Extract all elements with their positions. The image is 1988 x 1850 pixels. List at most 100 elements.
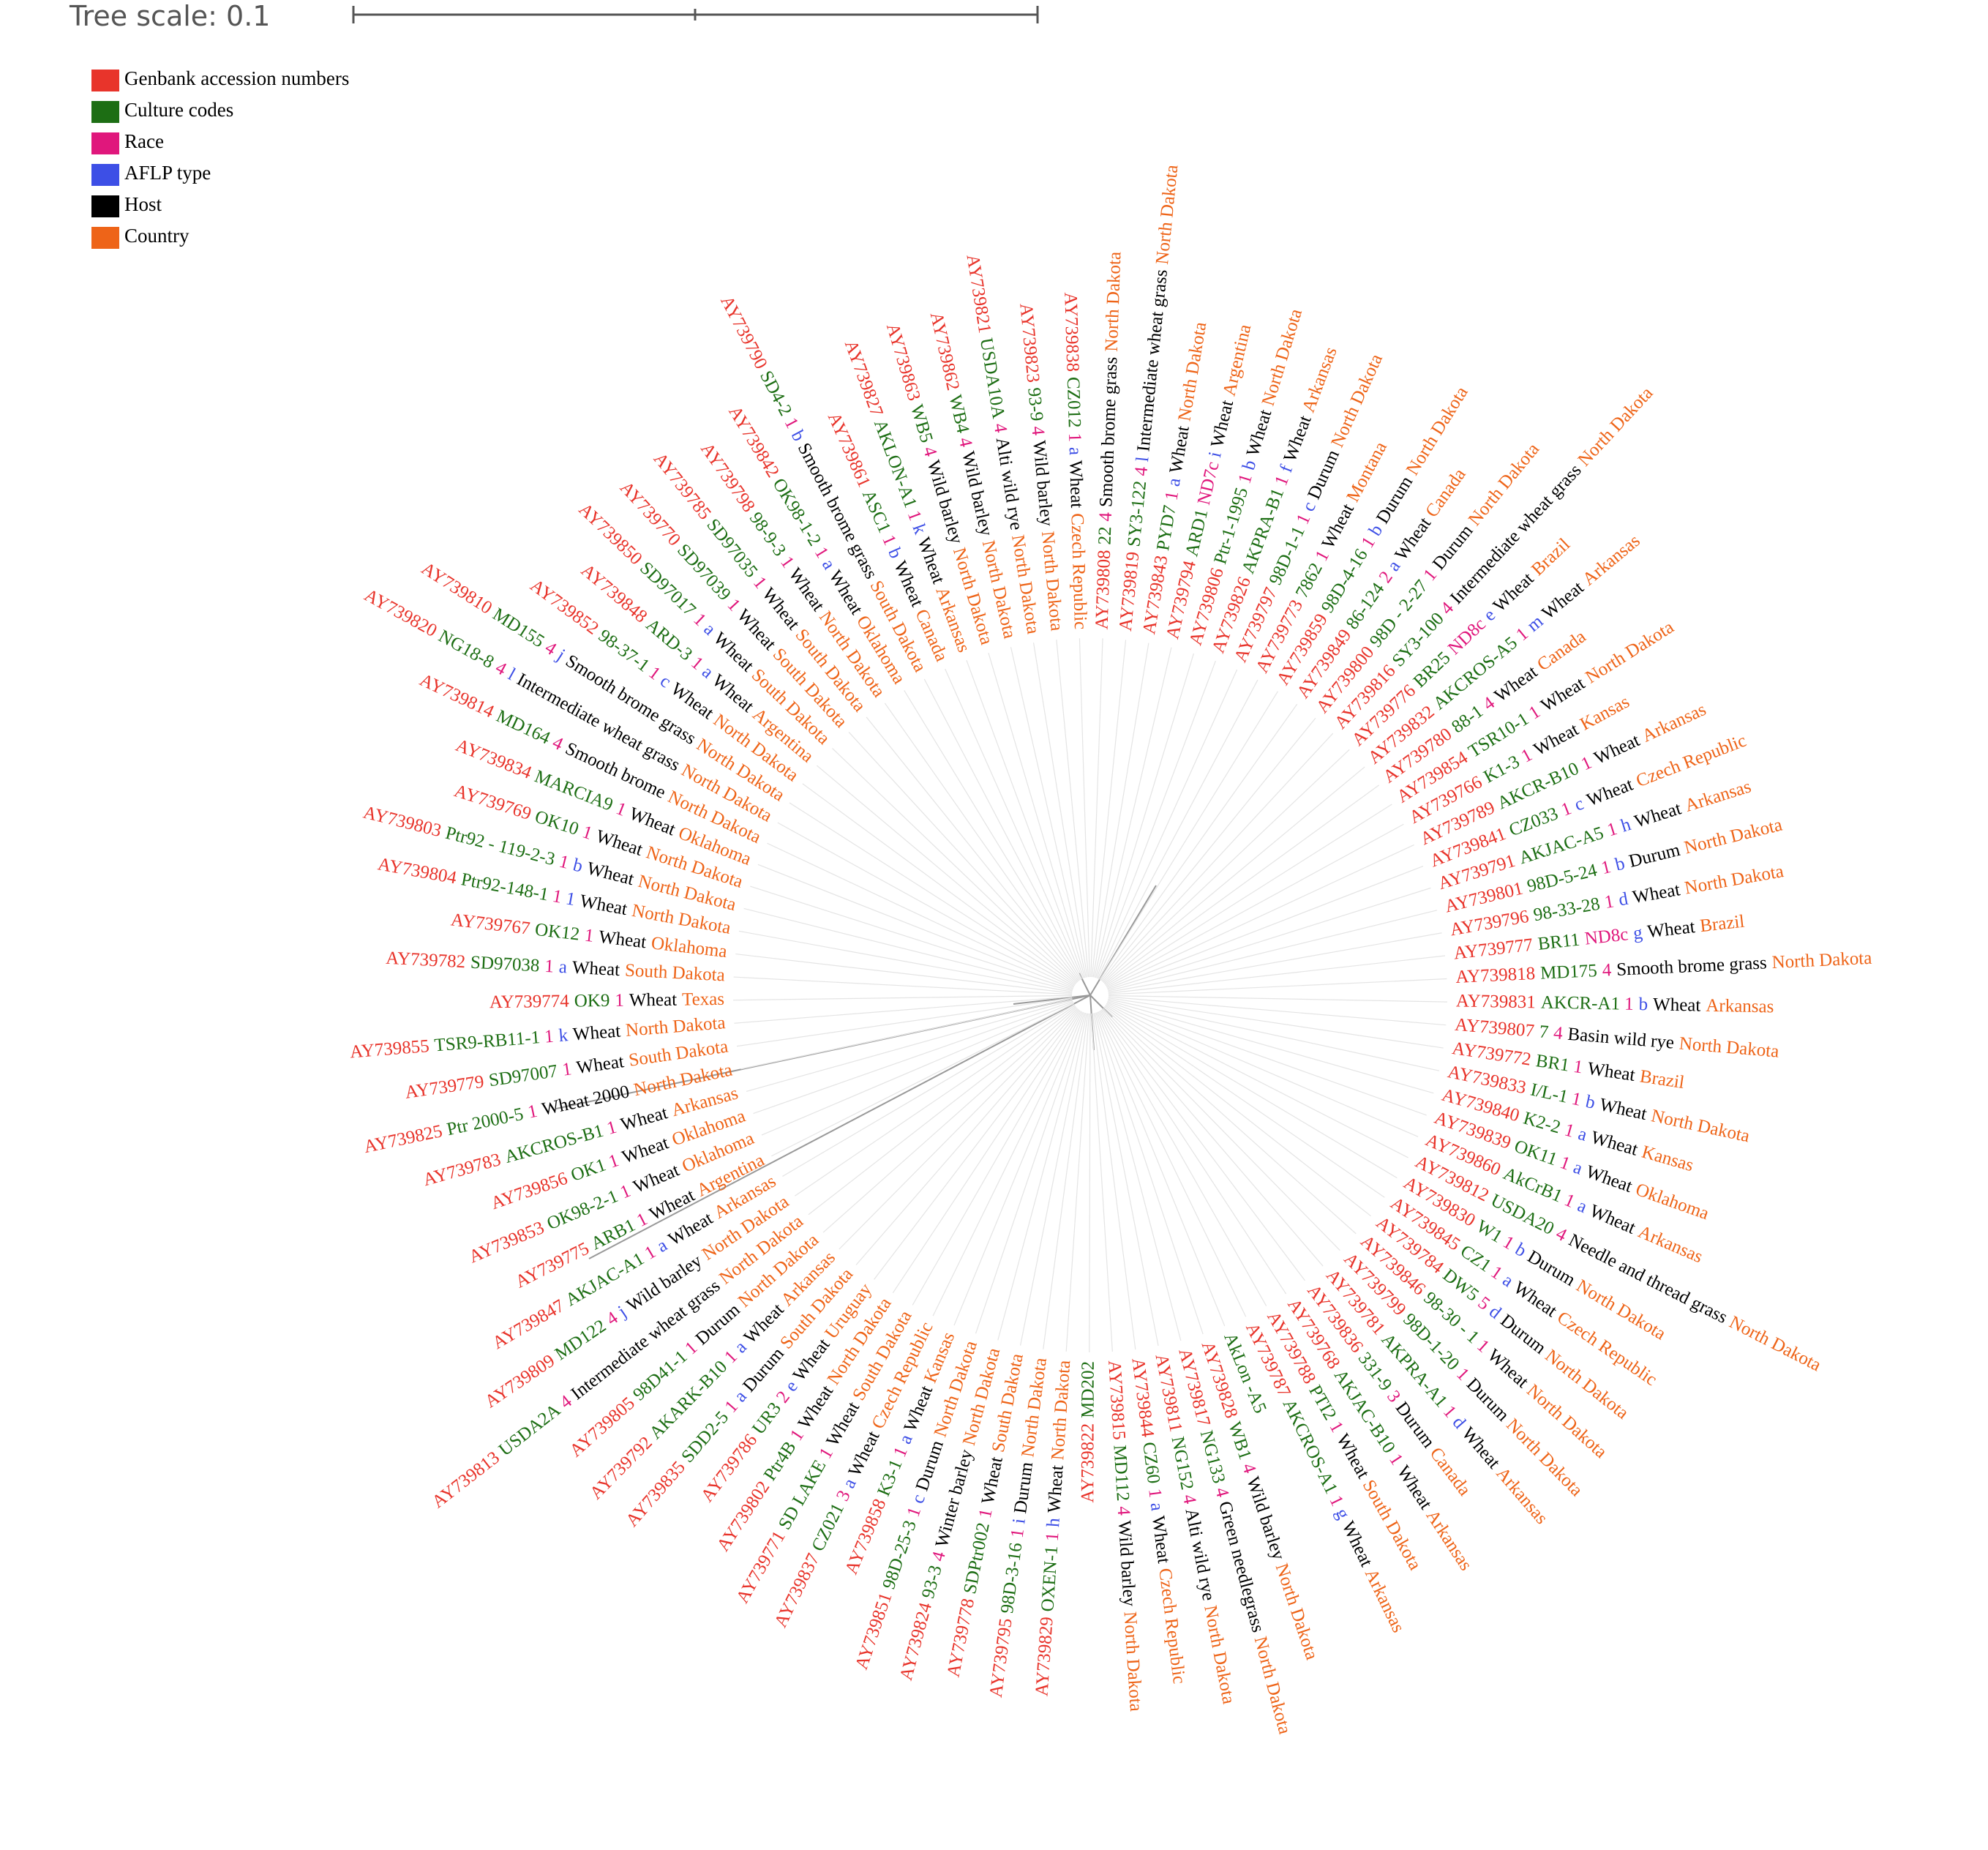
branch-guide: [1098, 679, 1259, 980]
accession: AY739790: [716, 293, 770, 372]
accession: AY739824: [896, 1600, 936, 1683]
accession: AY739822: [1078, 1423, 1098, 1503]
culture-code: Ptr4B: [760, 1438, 800, 1485]
accession: AY739827: [841, 337, 887, 419]
culture-code: NG18-8: [435, 626, 498, 672]
culture-code: SD97038: [470, 952, 540, 975]
branch-guide: [912, 1011, 1082, 1306]
country: Arkansas: [1579, 531, 1644, 589]
culture-code: MD175: [1539, 961, 1597, 984]
branch-guide: [1092, 643, 1149, 978]
aflp-type: d: [1617, 888, 1630, 910]
branch-guide: [817, 765, 1077, 984]
country: North Dakota: [1250, 1634, 1295, 1736]
branch-guide: [1107, 1000, 1434, 1094]
culture-code: WB4: [945, 393, 973, 435]
branch-guide: [1106, 844, 1414, 989]
race: 4: [990, 422, 1011, 435]
country: North Dakota: [1683, 861, 1785, 898]
host: Wheat: [1586, 1058, 1637, 1085]
branch-guide: [932, 1011, 1083, 1317]
host: Wheat: [1338, 1518, 1377, 1570]
branch-guide: [1108, 910, 1438, 992]
race: 1: [1144, 1487, 1165, 1499]
branch-guide: [966, 660, 1084, 978]
culture-code: MD164: [493, 706, 553, 749]
race: 1: [561, 1059, 573, 1080]
branch-guide: [757, 864, 1073, 989]
branch-guide: [1079, 638, 1090, 978]
host: Wheat: [1598, 1095, 1649, 1124]
host: Wheat: [1537, 673, 1588, 716]
branch-guide: [1106, 1004, 1398, 1179]
branch-guide: [1107, 887, 1431, 991]
host: Wheat: [1587, 1201, 1639, 1238]
branches: [555, 638, 1447, 1352]
host: Durum: [1429, 520, 1477, 573]
legend: Genbank accession numbers Culture codes Ra…: [91, 67, 349, 249]
race: 1: [583, 925, 595, 945]
host: Wheat: [1044, 1464, 1067, 1513]
culture-code: 7: [1539, 1022, 1550, 1042]
culture-code: USDA2A: [495, 1400, 564, 1460]
race: 1: [615, 990, 624, 1010]
host: Wheat: [1588, 1128, 1640, 1160]
race: 4: [1131, 465, 1152, 477]
accession: AY739855: [349, 1036, 430, 1062]
aflp-type: b: [884, 545, 906, 561]
host: Wild barley: [923, 458, 967, 547]
race: 4: [1602, 960, 1612, 981]
host: Wheat: [598, 927, 648, 952]
branch-guide: [738, 930, 1073, 993]
branch-guide: [1019, 1013, 1087, 1346]
country: Oklahoma: [650, 933, 729, 962]
culture-code: 98-33-28: [1532, 894, 1602, 925]
branch-guide: [1108, 996, 1447, 1026]
culture-code: WB5: [907, 402, 937, 445]
branch-guide: [1102, 733, 1334, 983]
culture-code: Ptr 2000-5: [445, 1104, 525, 1139]
culture-code: OK1: [569, 1155, 608, 1185]
race: 1: [544, 1026, 555, 1046]
culture-code: 7862: [1291, 560, 1326, 602]
country: Kansas: [1640, 1142, 1696, 1175]
aflp-type: h: [1618, 814, 1634, 836]
race: 1: [1572, 1057, 1584, 1078]
legend-label: Genbank accession numbers: [124, 67, 349, 89]
country: North Dakota: [1272, 1561, 1322, 1662]
race: 4: [1553, 1023, 1564, 1044]
race: 1: [903, 1505, 925, 1519]
accession: AY739856: [488, 1168, 570, 1213]
race: 1: [1161, 490, 1182, 502]
country: North Dakota: [1726, 1312, 1824, 1375]
country: North Dakota: [1200, 1603, 1239, 1705]
race: 1: [526, 1101, 539, 1123]
host: Wheat: [620, 1133, 672, 1167]
legend-label: Culture codes: [124, 99, 233, 121]
branch-guide: [735, 953, 1073, 994]
host: Wheat: [1207, 398, 1237, 449]
branch-guide: [1101, 1008, 1324, 1267]
branch-guide: [1108, 997, 1444, 1049]
host: Wheat: [1332, 1431, 1373, 1482]
race: 1: [1042, 1532, 1062, 1542]
host: Wild barley: [958, 449, 997, 538]
tree-scale-label: Tree scale: 0.1: [69, 0, 270, 32]
branch-guide: [1091, 640, 1127, 978]
aflp-type: a: [839, 1475, 860, 1491]
country: North Dakota: [1771, 948, 1872, 973]
aflp-type: b: [1613, 853, 1627, 875]
branch-guide: [808, 1005, 1076, 1216]
race: 4: [928, 1549, 949, 1564]
accession: AY739809: [481, 1351, 558, 1412]
culture-code: PTI2: [1305, 1382, 1340, 1423]
accession: AY739820: [361, 585, 440, 640]
country: Arkansas: [1682, 776, 1753, 816]
race: 1: [878, 532, 900, 548]
accession: AY739825: [362, 1121, 444, 1157]
host: Alti wild rye: [1182, 1507, 1219, 1603]
culture-code: TSR9-RB11-1: [434, 1027, 541, 1055]
race: 1: [618, 1181, 634, 1203]
race: 1: [1603, 891, 1616, 913]
accession: AY739834: [453, 735, 535, 783]
